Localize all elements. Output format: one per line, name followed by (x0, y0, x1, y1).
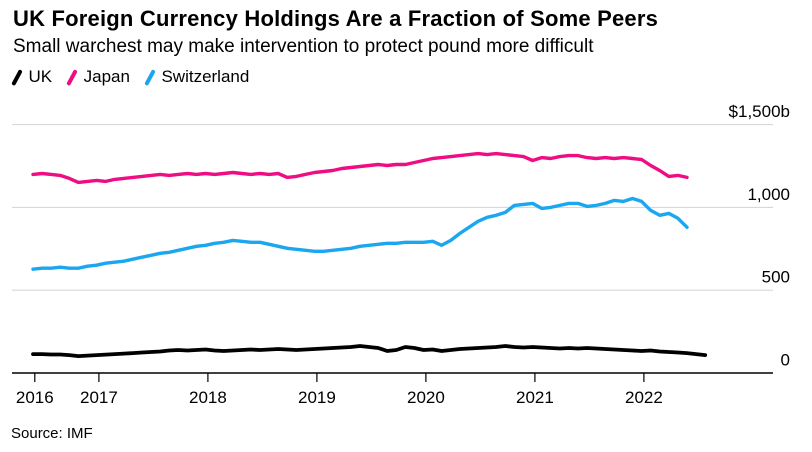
x-axis-tick-label: 2021 (516, 388, 554, 407)
legend-item-japan: Japan (66, 67, 130, 87)
y-axis-tick-label: 1,000 (747, 185, 790, 204)
x-axis-tick-label: 2022 (625, 388, 663, 407)
series-line-switzerland (31, 196, 689, 271)
chart-subtitle: Small warchest may make intervention to … (13, 36, 594, 57)
legend-item-switzerland: Switzerland (144, 67, 250, 87)
legend-label-switzerland: Switzerland (161, 67, 250, 86)
y-axis-tick-label: 500 (762, 268, 790, 287)
x-axis-tick-label: 2018 (189, 388, 227, 407)
x-axis-tick-label: 2016 (16, 388, 54, 407)
series-line-japan (31, 151, 689, 185)
x-axis-tick-label: 2017 (80, 388, 118, 407)
x-axis-tick-label: 2020 (407, 388, 445, 407)
y-axis-tick-label: 0 (781, 351, 790, 370)
page-title: UK Foreign Currency Holdings Are a Fract… (13, 6, 659, 31)
series-line-uk (31, 344, 708, 359)
x-axis-tick-label: 2019 (298, 388, 336, 407)
chart-legend: UK Japan Switzerland (11, 65, 267, 89)
source-note: Source: IMF (11, 425, 93, 442)
y-axis-tick-label: $1,500b (729, 102, 790, 121)
legend-label-uk: UK (28, 67, 53, 86)
legend-label-japan: Japan (83, 67, 130, 86)
legend-item-uk: UK (11, 67, 53, 87)
